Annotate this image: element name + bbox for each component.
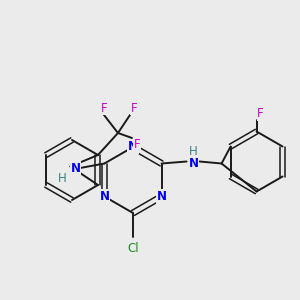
Text: F: F bbox=[101, 101, 107, 115]
Text: N: N bbox=[157, 190, 166, 203]
Text: N: N bbox=[189, 157, 199, 170]
Text: N: N bbox=[70, 162, 80, 175]
Text: H: H bbox=[58, 172, 67, 185]
Text: N: N bbox=[128, 140, 138, 154]
Text: N: N bbox=[99, 190, 110, 203]
Text: Cl: Cl bbox=[127, 242, 139, 256]
Text: H: H bbox=[189, 145, 198, 158]
Text: F: F bbox=[257, 107, 264, 120]
Text: F: F bbox=[134, 139, 140, 152]
Text: F: F bbox=[131, 101, 137, 115]
